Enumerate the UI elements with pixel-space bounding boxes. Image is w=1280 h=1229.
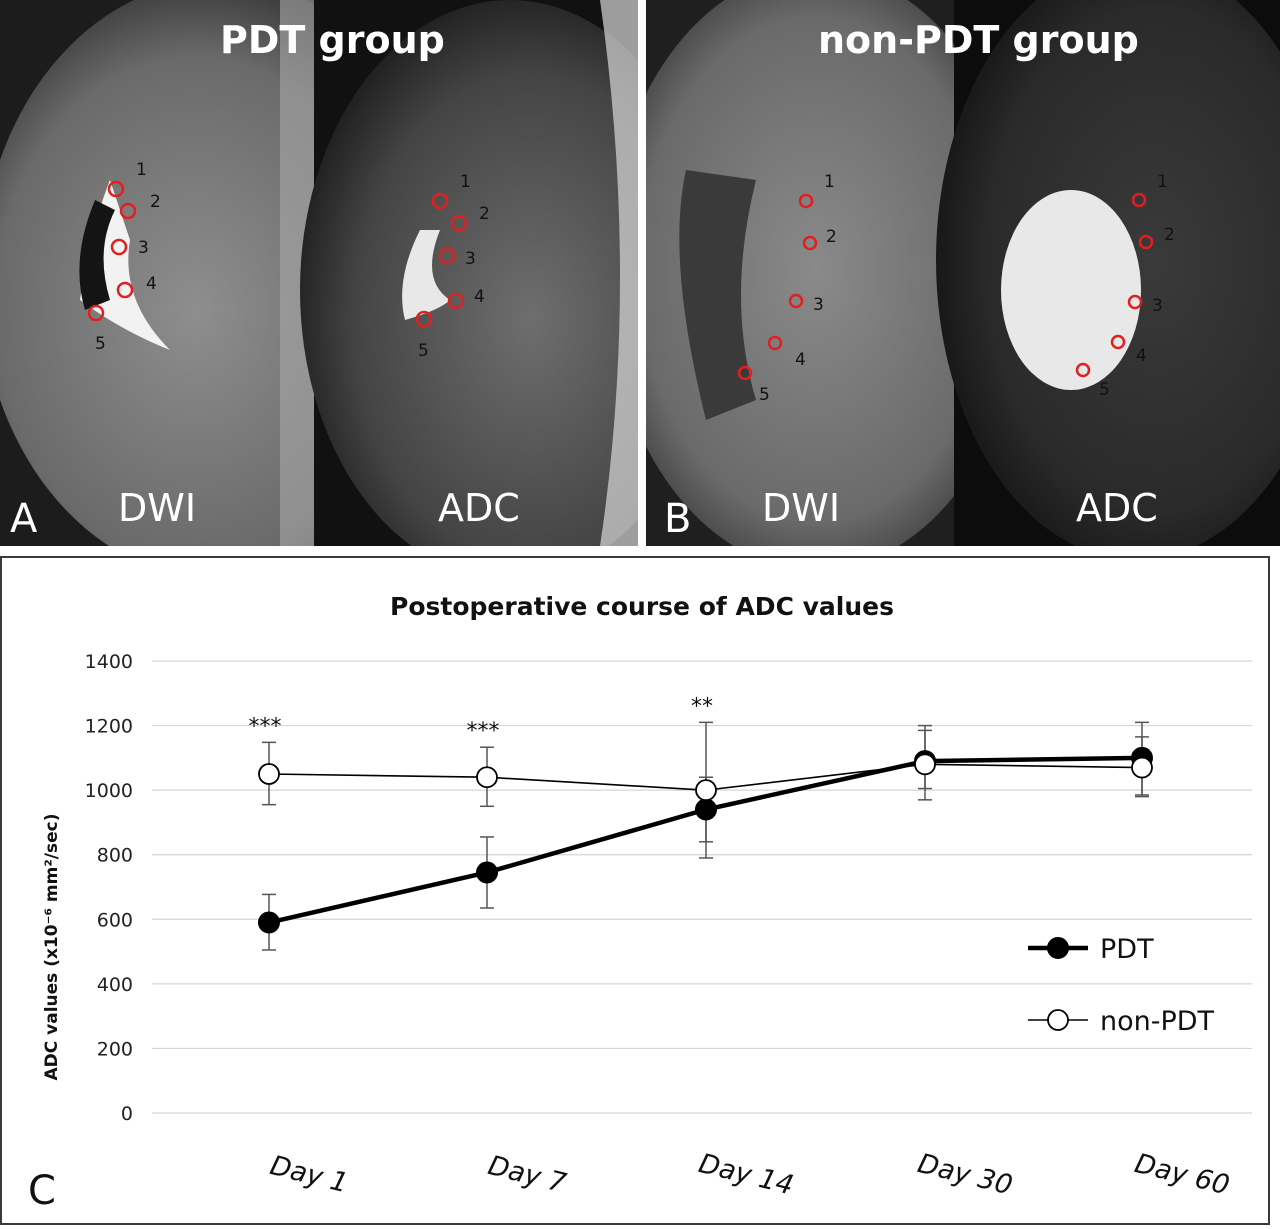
roi-label: 3 <box>813 295 824 315</box>
roi-label: 2 <box>1164 225 1175 245</box>
data-point-non-pdt <box>1131 756 1153 779</box>
series-points <box>258 746 1153 934</box>
data-point-non-pdt <box>258 763 280 785</box>
error-bars <box>262 721 1149 951</box>
y-tick-label: 1200 <box>85 716 133 738</box>
x-tick-label: Day 7 <box>485 1150 569 1199</box>
chart-title: Postoperative course of ADC values <box>390 592 894 621</box>
roi-label: 4 <box>474 287 485 307</box>
panel-a-letter: A <box>10 496 38 542</box>
y-tick-label: 0 <box>121 1103 133 1125</box>
panel-a-mri-drawing <box>0 0 638 546</box>
x-tick-label: Day 30 <box>915 1148 1016 1201</box>
roi-label: 4 <box>795 350 806 370</box>
roi-label: 1 <box>136 160 147 180</box>
significance-marker: *** <box>467 719 500 744</box>
panel-b-dwi-label: DWI <box>762 486 841 530</box>
panel-b-mri-images: non-PDT group 1 2 3 4 5 1 2 3 4 5 DWI AD… <box>646 0 1280 546</box>
panel-a-dwi-label: DWI <box>118 486 197 530</box>
data-point-non-pdt <box>695 779 717 802</box>
y-axis-label: ADC values (x10⁻⁶ mm²/sec) <box>42 813 62 1080</box>
roi-label: 5 <box>759 385 770 405</box>
x-tick-label: Day 1 <box>267 1150 351 1199</box>
x-tick-label: Day 14 <box>696 1148 797 1201</box>
roi-label: 3 <box>465 249 476 269</box>
legend: PDT non-PDT <box>1028 934 1215 1037</box>
y-tick-label: 200 <box>97 1038 133 1060</box>
panel-b-mri-drawing <box>646 0 1280 546</box>
data-point-pdt <box>476 861 498 884</box>
legend-pdt-label: PDT <box>1100 934 1154 965</box>
data-point-non-pdt <box>914 753 936 776</box>
roi-label: 4 <box>146 274 157 294</box>
significance-marker: *** <box>249 714 282 739</box>
y-tick-labels: 0 200 400 600 800 1000 1200 1400 <box>85 651 133 1125</box>
roi-label: 4 <box>1136 346 1147 366</box>
roi-label: 5 <box>1099 380 1110 400</box>
significance-annotations: *** ***** <box>249 694 714 744</box>
legend-non-pdt-label: non-PDT <box>1100 1006 1215 1037</box>
adc-line-chart: Postoperative course of ADC values 0 200 4… <box>28 592 1252 1214</box>
roi-label: 2 <box>479 204 490 224</box>
roi-label: 1 <box>1157 172 1168 192</box>
data-point-pdt <box>258 911 280 934</box>
y-tick-label: 600 <box>97 909 133 931</box>
roi-label: 2 <box>150 192 161 212</box>
panel-a-adc-label: ADC <box>438 486 520 530</box>
y-tick-label: 800 <box>97 845 133 867</box>
panel-a-mri-images: PDT group 1 2 3 4 5 1 2 3 4 5 DWI ADC A <box>0 0 638 546</box>
y-tick-label: 1000 <box>85 780 133 802</box>
panel-b-title: non-PDT group <box>818 18 1139 62</box>
roi-label: 1 <box>460 172 471 192</box>
roi-label: 3 <box>1152 296 1163 316</box>
data-point-pdt <box>695 798 717 821</box>
roi-label: 2 <box>826 227 837 247</box>
legend-non-pdt-marker <box>1047 1009 1069 1031</box>
roi-label: 1 <box>824 172 835 192</box>
panel-c-letter: C <box>28 1168 56 1214</box>
y-tick-label: 1400 <box>85 651 133 673</box>
roi-label: 5 <box>95 334 106 354</box>
roi-label: 3 <box>138 238 149 258</box>
grid-lines <box>152 660 1252 1114</box>
panel-c-chart: Postoperative course of ADC values 0 200 4… <box>0 556 1270 1225</box>
y-tick-label: 400 <box>97 974 133 996</box>
data-point-non-pdt <box>476 766 498 789</box>
legend-pdt-marker <box>1047 937 1069 959</box>
x-tick-labels: Day 1 Day 7 Day 14 Day 30 Day 60 <box>267 1148 1233 1201</box>
roi-label: 5 <box>418 341 429 361</box>
panel-b-adc-label: ADC <box>1076 486 1158 530</box>
panel-a-title: PDT group <box>220 18 445 62</box>
x-tick-label: Day 60 <box>1132 1148 1233 1201</box>
panel-b-letter: B <box>664 496 692 542</box>
significance-marker: ** <box>691 694 713 719</box>
